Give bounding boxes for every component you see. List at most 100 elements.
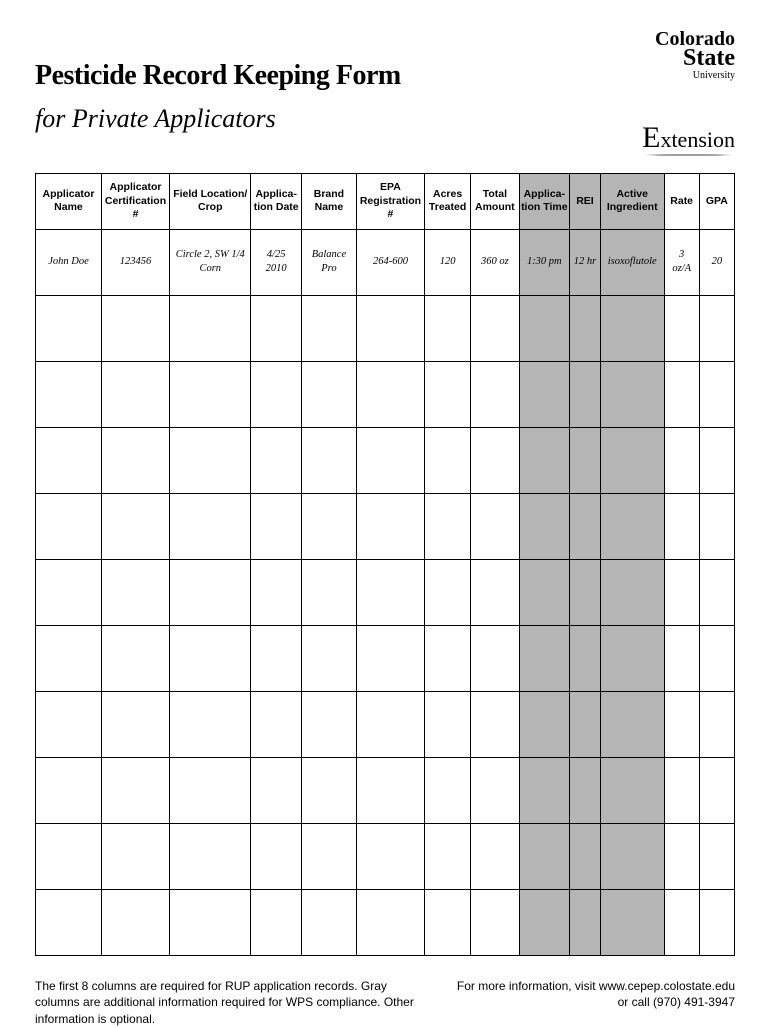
table-cell[interactable] bbox=[425, 889, 471, 955]
table-cell[interactable] bbox=[170, 559, 251, 625]
table-cell[interactable] bbox=[301, 559, 356, 625]
table-cell[interactable] bbox=[699, 493, 734, 559]
table-cell[interactable] bbox=[36, 691, 102, 757]
table-cell[interactable] bbox=[251, 295, 302, 361]
table-cell[interactable] bbox=[699, 427, 734, 493]
table-cell[interactable]: John Doe bbox=[36, 229, 102, 295]
table-cell[interactable] bbox=[251, 889, 302, 955]
table-cell[interactable] bbox=[425, 361, 471, 427]
table-cell[interactable] bbox=[600, 427, 664, 493]
table-cell[interactable] bbox=[356, 823, 424, 889]
table-cell[interactable] bbox=[101, 757, 169, 823]
table-cell[interactable] bbox=[519, 427, 570, 493]
table-cell[interactable] bbox=[101, 361, 169, 427]
table-cell[interactable] bbox=[600, 889, 664, 955]
table-cell[interactable] bbox=[519, 691, 570, 757]
table-cell[interactable] bbox=[36, 295, 102, 361]
table-cell[interactable] bbox=[471, 427, 519, 493]
table-cell[interactable] bbox=[170, 691, 251, 757]
table-cell[interactable] bbox=[36, 427, 102, 493]
table-cell[interactable] bbox=[301, 493, 356, 559]
table-cell[interactable] bbox=[519, 757, 570, 823]
table-cell[interactable] bbox=[471, 295, 519, 361]
table-cell[interactable]: 360 oz bbox=[471, 229, 519, 295]
table-cell[interactable] bbox=[600, 361, 664, 427]
table-cell[interactable] bbox=[570, 889, 601, 955]
table-cell[interactable] bbox=[519, 559, 570, 625]
table-cell[interactable] bbox=[699, 889, 734, 955]
table-cell[interactable] bbox=[36, 889, 102, 955]
table-cell[interactable] bbox=[356, 361, 424, 427]
table-cell[interactable] bbox=[170, 889, 251, 955]
table-cell[interactable] bbox=[519, 295, 570, 361]
table-cell[interactable] bbox=[471, 625, 519, 691]
table-cell[interactable] bbox=[471, 691, 519, 757]
table-cell[interactable] bbox=[570, 625, 601, 691]
table-cell[interactable] bbox=[36, 757, 102, 823]
table-cell[interactable] bbox=[301, 361, 356, 427]
table-cell[interactable] bbox=[699, 361, 734, 427]
table-cell[interactable] bbox=[471, 559, 519, 625]
table-cell[interactable] bbox=[664, 493, 699, 559]
table-cell[interactable] bbox=[664, 559, 699, 625]
table-cell[interactable] bbox=[425, 757, 471, 823]
table-cell[interactable] bbox=[699, 823, 734, 889]
table-cell[interactable] bbox=[471, 823, 519, 889]
table-cell[interactable] bbox=[425, 295, 471, 361]
table-cell[interactable] bbox=[664, 823, 699, 889]
table-cell[interactable] bbox=[101, 559, 169, 625]
table-cell[interactable] bbox=[425, 625, 471, 691]
table-cell[interactable] bbox=[699, 757, 734, 823]
table-cell[interactable] bbox=[356, 493, 424, 559]
table-cell[interactable] bbox=[600, 493, 664, 559]
table-cell[interactable]: 120 bbox=[425, 229, 471, 295]
table-cell[interactable] bbox=[356, 427, 424, 493]
table-cell[interactable] bbox=[251, 361, 302, 427]
table-cell[interactable] bbox=[699, 559, 734, 625]
table-cell[interactable] bbox=[170, 757, 251, 823]
table-cell[interactable] bbox=[36, 493, 102, 559]
table-cell[interactable] bbox=[471, 493, 519, 559]
table-cell[interactable]: Balance Pro bbox=[301, 229, 356, 295]
table-cell[interactable] bbox=[301, 691, 356, 757]
table-cell[interactable] bbox=[356, 757, 424, 823]
table-cell[interactable] bbox=[36, 823, 102, 889]
table-cell[interactable] bbox=[570, 361, 601, 427]
table-cell[interactable] bbox=[356, 625, 424, 691]
table-cell[interactable] bbox=[251, 493, 302, 559]
table-cell[interactable] bbox=[600, 691, 664, 757]
table-cell[interactable] bbox=[170, 361, 251, 427]
table-cell[interactable] bbox=[356, 559, 424, 625]
table-cell[interactable] bbox=[101, 823, 169, 889]
table-cell[interactable] bbox=[251, 757, 302, 823]
table-cell[interactable] bbox=[101, 427, 169, 493]
table-cell[interactable] bbox=[471, 757, 519, 823]
table-cell[interactable] bbox=[356, 889, 424, 955]
table-cell[interactable] bbox=[36, 361, 102, 427]
table-cell[interactable] bbox=[251, 823, 302, 889]
table-cell[interactable] bbox=[600, 757, 664, 823]
table-cell[interactable] bbox=[170, 493, 251, 559]
table-cell[interactable] bbox=[570, 427, 601, 493]
table-cell[interactable]: 123456 bbox=[101, 229, 169, 295]
table-cell[interactable] bbox=[101, 889, 169, 955]
table-cell[interactable] bbox=[301, 889, 356, 955]
table-cell[interactable] bbox=[425, 823, 471, 889]
table-cell[interactable] bbox=[664, 757, 699, 823]
table-cell[interactable] bbox=[301, 823, 356, 889]
table-cell[interactable] bbox=[251, 625, 302, 691]
table-cell[interactable] bbox=[101, 295, 169, 361]
table-cell[interactable]: 264-600 bbox=[356, 229, 424, 295]
table-cell[interactable] bbox=[170, 625, 251, 691]
table-cell[interactable] bbox=[471, 889, 519, 955]
table-cell[interactable] bbox=[101, 493, 169, 559]
table-cell[interactable] bbox=[301, 295, 356, 361]
table-cell[interactable] bbox=[101, 691, 169, 757]
table-cell[interactable] bbox=[600, 625, 664, 691]
table-cell[interactable] bbox=[251, 559, 302, 625]
table-cell[interactable] bbox=[425, 559, 471, 625]
table-cell[interactable] bbox=[519, 361, 570, 427]
table-cell[interactable] bbox=[301, 427, 356, 493]
table-cell[interactable]: 12 hr bbox=[570, 229, 601, 295]
table-cell[interactable] bbox=[570, 757, 601, 823]
